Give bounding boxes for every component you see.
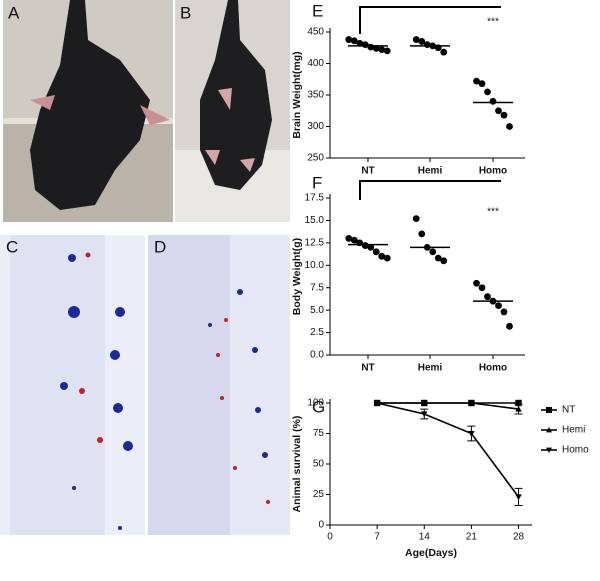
data-point — [383, 254, 391, 262]
marker — [546, 407, 552, 413]
data-point — [372, 248, 380, 256]
data-point — [478, 80, 486, 88]
y-axis-title: Body Weight(g) — [291, 238, 303, 315]
x-tick-label: Hemi — [418, 363, 443, 374]
panel-label: A — [8, 3, 20, 22]
x-tick-label: NT — [361, 166, 374, 177]
marker — [421, 399, 428, 406]
y-tick-label: 350 — [307, 90, 324, 101]
data-point — [440, 48, 448, 56]
data-point — [473, 279, 480, 287]
panel-label: B — [180, 3, 191, 22]
data-point — [350, 37, 358, 45]
data-point — [506, 322, 513, 330]
x-tick-label: 28 — [513, 532, 525, 543]
x-tick-label: 7 — [374, 532, 380, 543]
y-tick-label: 0.0 — [310, 350, 324, 361]
marker — [421, 411, 428, 418]
annotation: *** — [487, 17, 499, 28]
series-line — [376, 402, 520, 498]
data-point — [412, 36, 420, 43]
data-point — [434, 254, 442, 262]
data-point — [473, 77, 480, 85]
photo-a — [3, 0, 173, 222]
photo-c — [0, 235, 145, 535]
y-tick-label: 7.5 — [310, 282, 324, 293]
data-point — [418, 230, 426, 238]
x-tick-label: Homo — [479, 363, 507, 374]
data-point — [345, 234, 353, 242]
y-tick-label: 5.0 — [310, 305, 324, 316]
data-point — [367, 243, 375, 251]
panel-label: E — [312, 1, 323, 20]
x-tick-label: Homo — [479, 166, 507, 177]
y-tick-label: 2.5 — [310, 327, 324, 338]
series-line — [377, 402, 519, 410]
data-point — [489, 97, 497, 105]
data-point — [383, 47, 391, 55]
data-point — [429, 248, 437, 256]
panel-label: D — [154, 237, 166, 256]
x-tick-label: 0 — [327, 532, 333, 543]
data-point — [500, 111, 508, 119]
marker — [515, 494, 522, 501]
data-point — [506, 123, 513, 130]
data-point — [361, 242, 369, 249]
y-tick-label: 12.5 — [305, 237, 325, 248]
annotation: *** — [487, 207, 499, 218]
data-point — [378, 46, 386, 54]
y-tick-label: 400 — [307, 58, 324, 69]
data-point — [478, 284, 486, 292]
data-point — [440, 257, 448, 265]
y-tick-label: 25 — [313, 489, 325, 500]
y-tick-label: 300 — [307, 121, 324, 132]
marker — [468, 399, 475, 406]
y-axis-title: Brain Weight(mg) — [291, 51, 303, 138]
legend-label: Homo — [562, 445, 589, 456]
panel-label: F — [312, 173, 322, 192]
data-point — [495, 107, 502, 115]
data-point — [345, 36, 353, 43]
y-tick-label: 75 — [313, 428, 325, 439]
photo-d — [148, 235, 290, 535]
legend-label: Hemi — [562, 425, 585, 436]
marker — [373, 400, 381, 407]
data-point — [412, 215, 420, 223]
data-point — [495, 302, 502, 310]
data-point — [350, 236, 358, 244]
x-tick-label: 14 — [419, 532, 431, 543]
legend-label: NT — [562, 405, 575, 416]
panel-label: G — [312, 397, 325, 416]
y-tick-label: 0 — [318, 520, 324, 531]
significance-bracket — [359, 180, 501, 200]
marker — [546, 447, 552, 453]
y-tick-label: 15.0 — [305, 215, 325, 226]
x-tick-label: NT — [361, 363, 374, 374]
x-tick-label: 21 — [466, 532, 478, 543]
x-tick-label: Hemi — [418, 166, 443, 177]
y-tick-label: 17.5 — [305, 193, 325, 204]
marker — [546, 427, 552, 433]
data-point — [418, 38, 426, 45]
panel-label: C — [6, 237, 18, 256]
marker — [515, 405, 522, 412]
marker — [515, 399, 522, 407]
marker — [468, 430, 475, 437]
y-tick-label: 50 — [313, 459, 325, 470]
y-tick-label: 250 — [307, 153, 324, 164]
data-point — [500, 308, 508, 316]
y-tick-label: 10.0 — [305, 260, 325, 271]
data-point — [372, 44, 380, 52]
photo-b — [175, 0, 290, 222]
data-point — [484, 293, 491, 301]
data-point — [356, 39, 364, 47]
data-point — [378, 252, 386, 260]
data-point — [484, 88, 491, 96]
y-tick-label: 100 — [307, 398, 324, 409]
significance-bracket — [359, 6, 501, 34]
y-tick-label: 450 — [307, 27, 324, 38]
x-axis-title: Age(Days) — [405, 547, 457, 559]
y-axis-title: Animal survival (%) — [291, 416, 303, 513]
